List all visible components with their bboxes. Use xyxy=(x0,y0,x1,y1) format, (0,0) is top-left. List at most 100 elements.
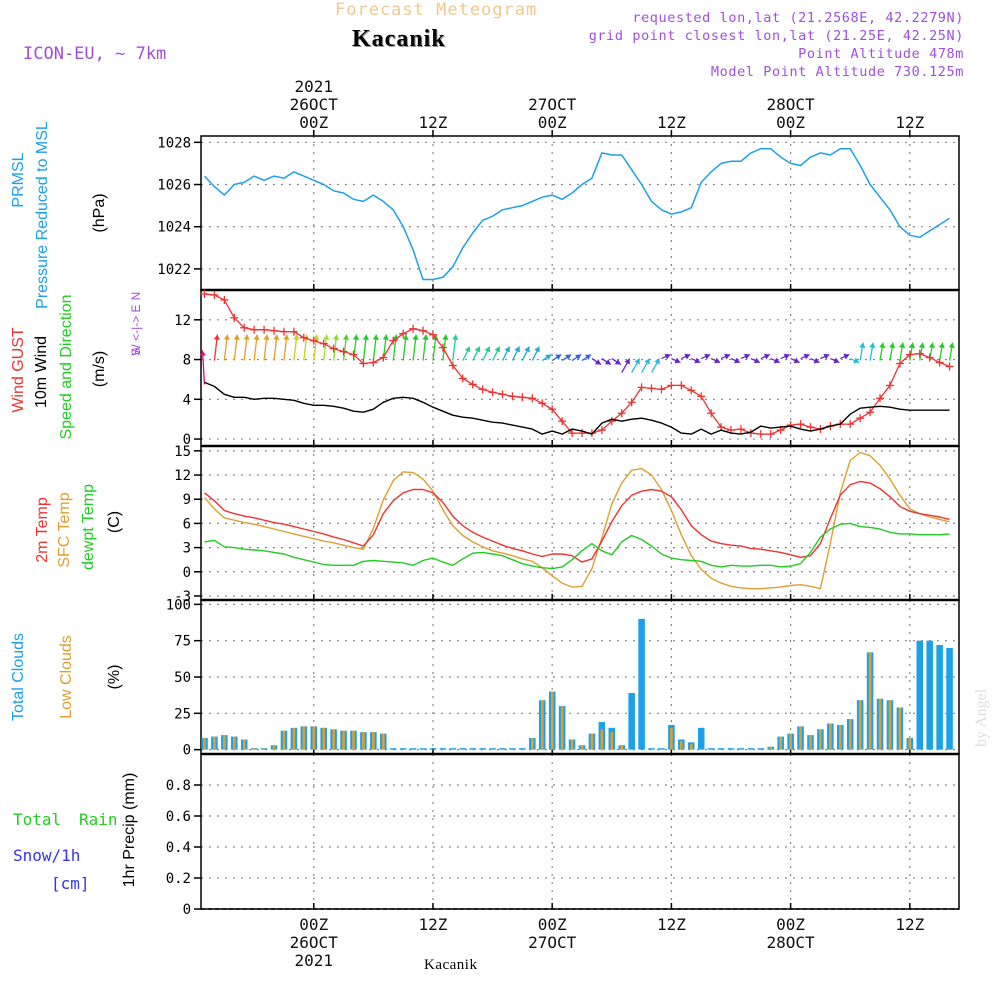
total-cloud-bar xyxy=(916,640,924,750)
wind-arrow-head xyxy=(879,342,886,349)
wind-arrow-head xyxy=(898,342,906,349)
low-cloud-bar xyxy=(570,739,574,750)
y-tick-label: 1026 xyxy=(157,178,191,194)
gust-marker xyxy=(329,344,338,353)
y-tick-label: 0.6 xyxy=(166,809,191,825)
gust-marker xyxy=(885,381,894,390)
gust-marker xyxy=(597,426,606,435)
dewpt-label: dewpt Temp xyxy=(80,484,97,570)
wind-arrow-head xyxy=(714,357,721,364)
y-tick-label: 1024 xyxy=(157,220,191,236)
y-tick-label: -3 xyxy=(174,589,191,605)
wind-arrow-head xyxy=(323,334,330,341)
y-tick-label: 25 xyxy=(174,706,191,722)
gust-marker xyxy=(786,421,795,430)
wind-arrow-head xyxy=(342,334,350,341)
gust-marker xyxy=(200,289,209,298)
wind-arrow-head xyxy=(545,354,552,360)
gust-marker xyxy=(488,388,497,397)
gust-marker xyxy=(369,358,378,367)
wind-arrow-head xyxy=(684,353,691,360)
wind-speed-line xyxy=(204,381,950,435)
time-axis-label: 12Z xyxy=(657,113,686,132)
gust-marker xyxy=(895,359,904,368)
low-cloud-bar xyxy=(312,726,316,750)
low-cloud-bar xyxy=(531,738,534,750)
gust-marker xyxy=(399,329,408,338)
low-cloud-bar xyxy=(878,698,882,750)
total-cloud-bar xyxy=(648,748,655,750)
time-axis-label: 00Z xyxy=(776,915,805,934)
gust-marker xyxy=(548,405,557,414)
wind-arrow-head xyxy=(372,334,379,341)
compass-west-east: W <-|-> E xyxy=(129,304,143,355)
total-cloud-bar xyxy=(946,647,953,750)
gust-marker xyxy=(697,392,706,401)
gust-marker xyxy=(945,362,954,371)
low-cloud-bar xyxy=(799,726,802,750)
low-cloud-bar xyxy=(610,732,614,750)
watermark: by Angel xyxy=(973,688,990,747)
gust-marker xyxy=(667,381,676,390)
gust-marker xyxy=(230,313,239,322)
wind-arrow-head xyxy=(524,346,530,353)
time-axis-label: 12Z xyxy=(895,915,924,934)
low-cloud-bar xyxy=(620,745,624,750)
wind-arrow-head xyxy=(753,357,760,364)
gust-marker xyxy=(766,430,775,439)
time-axis-label: 12Z xyxy=(895,113,924,132)
wind-arrow-head xyxy=(859,342,866,349)
low-cloud-bar xyxy=(362,732,365,750)
sfc-temp-line xyxy=(203,451,950,590)
y-tick-label: 75 xyxy=(174,634,191,650)
y-tick-label: 4 xyxy=(183,392,191,408)
total-cloud-bar xyxy=(469,748,476,750)
rain-total-label: Total xyxy=(13,810,61,829)
wind-arrow-head xyxy=(704,353,711,360)
gust-marker xyxy=(538,399,547,408)
wind-arrow-head xyxy=(273,334,280,341)
gust-marker xyxy=(568,429,577,438)
low-cloud-bar xyxy=(838,724,842,750)
svg-text:by Angel: by Angel xyxy=(973,688,990,747)
low-cloud-bar xyxy=(381,733,385,750)
t2m-line xyxy=(204,480,950,563)
wind-arrow-head xyxy=(402,334,409,341)
clouds-unit-label: (%) xyxy=(106,665,123,690)
total-cloud-bar xyxy=(449,748,457,750)
total-cloud-bar xyxy=(479,748,486,750)
wind-arrow-head xyxy=(843,353,850,360)
wind-arrow-head xyxy=(948,342,955,349)
total-cloud-bar xyxy=(489,748,496,750)
time-axis-label: 12Z xyxy=(419,915,448,934)
wind-arrow xyxy=(201,350,206,385)
low-cloud-bar xyxy=(680,740,683,750)
point-altitude: Point Altitude 478m xyxy=(798,46,964,62)
gust-marker xyxy=(448,361,457,370)
wind-arrow-head xyxy=(803,353,810,360)
y-tick-label: 0 xyxy=(183,902,191,918)
wind-arrow-head xyxy=(763,353,770,360)
panel-frame xyxy=(200,753,960,910)
total-cloud-bar xyxy=(697,727,705,750)
wind-arrow-head xyxy=(555,354,562,360)
gust-marker xyxy=(409,324,418,333)
wind-arrow-head xyxy=(494,346,501,353)
y-tick-label: 0 xyxy=(183,432,191,448)
wind-arrow-head xyxy=(452,334,459,341)
wind-arrow-head xyxy=(889,342,896,349)
y-tick-label: 0 xyxy=(183,743,191,759)
low-cloud-bar xyxy=(322,727,326,750)
wind-arrow-head xyxy=(313,334,320,341)
model-label: ICON-EU, ~ 7km xyxy=(23,44,167,64)
low-cloud-bar xyxy=(282,730,286,750)
wind-arrow-head xyxy=(382,334,389,341)
station-name: Kacanik xyxy=(352,26,446,52)
low-cloud-bar xyxy=(302,726,306,750)
temperature-panel: -3 0 3 6 9 12 15 xyxy=(174,444,960,605)
y-tick-label: 1022 xyxy=(157,262,191,278)
gust-marker xyxy=(508,392,517,401)
total-cloud-bar xyxy=(519,748,526,750)
wind-arrow-head xyxy=(724,353,731,360)
gust-label: Wind GUST xyxy=(10,327,27,413)
